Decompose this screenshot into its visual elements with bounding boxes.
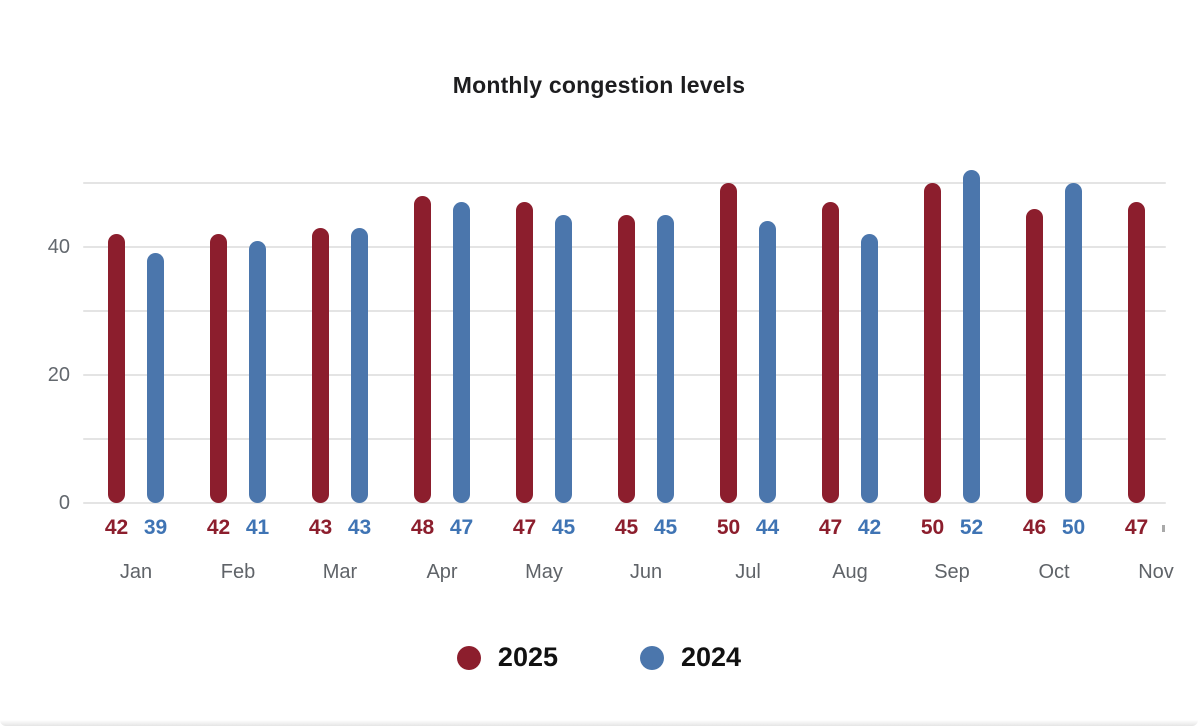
- legend-item-2024[interactable]: 2024: [640, 642, 741, 673]
- x-axis-label-jul: Jul: [735, 561, 761, 583]
- bar-2024-jul[interactable]: [759, 221, 776, 503]
- value-label-2024-oct: 50: [1061, 516, 1086, 539]
- bar-2025-apr[interactable]: [414, 195, 431, 503]
- bar-2024-mar[interactable]: [351, 227, 368, 503]
- x-axis-label-may: May: [525, 561, 563, 583]
- bar-2025-mar[interactable]: [312, 227, 329, 503]
- bar-2025-jul[interactable]: [720, 183, 737, 503]
- bar-2024-feb[interactable]: [249, 240, 266, 503]
- bar-2024-jan[interactable]: [147, 253, 164, 503]
- value-label-2024-jun: 45: [653, 516, 678, 539]
- x-axis-label-jan: Jan: [119, 561, 153, 583]
- value-label-2024-jan: 39: [143, 516, 168, 539]
- value-label-2025-jun: 45: [614, 516, 639, 539]
- x-axis-label-mar: Mar: [322, 561, 358, 583]
- card-bottom-shadow: [0, 720, 1198, 726]
- bar-2024-aug[interactable]: [861, 234, 878, 503]
- x-axis-label-sep: Sep: [934, 561, 970, 583]
- x-axis-label-aug: Aug: [832, 561, 868, 583]
- value-label-2024-mar: 43: [347, 516, 372, 539]
- legend-marker-circle-icon: [640, 645, 664, 670]
- value-label-2025-jul: 50: [716, 516, 741, 539]
- gridline-0: [83, 502, 1166, 504]
- value-label-2024-sep: 52: [959, 516, 984, 539]
- legend-label: 2025: [497, 642, 558, 672]
- bar-2025-aug[interactable]: [822, 202, 839, 503]
- bar-2024-sep[interactable]: [963, 170, 980, 503]
- chart-legend: 2025 2024: [0, 642, 1198, 673]
- bar-2025-oct[interactable]: [1026, 208, 1043, 503]
- value-label-2025-aug: 47: [818, 516, 843, 539]
- bar-2025-jan[interactable]: [108, 234, 125, 503]
- bar-2025-sep[interactable]: [924, 183, 941, 503]
- x-axis-label-feb: Feb: [220, 561, 256, 583]
- bar-2025-feb[interactable]: [210, 234, 227, 503]
- legend-item-2025[interactable]: 2025: [456, 642, 558, 673]
- value-label-2025-nov: 47: [1124, 516, 1149, 539]
- value-label-2025-mar: 43: [308, 516, 333, 539]
- x-axis-label-nov: Nov: [1138, 561, 1174, 583]
- y-axis-tick-0: 0: [58, 492, 70, 514]
- value-label-2025-apr: 48: [410, 516, 435, 539]
- bar-2024-jun[interactable]: [657, 215, 674, 503]
- value-label-2024-aug: 42: [857, 516, 882, 539]
- value-label-2024-apr: 47: [449, 516, 474, 539]
- chart-title: Monthly congestion levels: [452, 72, 746, 98]
- bar-2024-may[interactable]: [555, 215, 572, 503]
- value-label-2025-may: 47: [512, 516, 537, 539]
- x-axis-label-oct: Oct: [1038, 561, 1070, 583]
- bar-2024-apr[interactable]: [453, 202, 470, 503]
- bar-2024-oct[interactable]: [1065, 183, 1082, 503]
- y-axis-tick-40: 40: [47, 236, 70, 258]
- value-label-2025-sep: 50: [920, 516, 945, 539]
- legend-label: 2024: [681, 642, 742, 672]
- gridline-50: [83, 182, 1166, 184]
- value-label-2025-jan: 42: [104, 516, 129, 539]
- clipped-value-label-fragment: [1162, 525, 1165, 532]
- value-label-2025-feb: 42: [206, 516, 231, 539]
- legend-marker-circle-icon: [456, 645, 481, 670]
- value-label-2024-may: 45: [551, 516, 576, 539]
- bar-2025-may[interactable]: [516, 202, 533, 503]
- value-label-2024-jul: 44: [755, 516, 780, 539]
- x-axis-label-jun: Jun: [629, 561, 663, 583]
- x-axis-label-apr: Apr: [426, 561, 458, 583]
- value-label-2024-feb: 41: [245, 516, 270, 539]
- bar-2025-jun[interactable]: [618, 215, 635, 503]
- y-axis-tick-20: 20: [47, 364, 70, 386]
- bar-2025-nov[interactable]: [1128, 202, 1145, 503]
- value-label-2025-oct: 46: [1022, 516, 1047, 539]
